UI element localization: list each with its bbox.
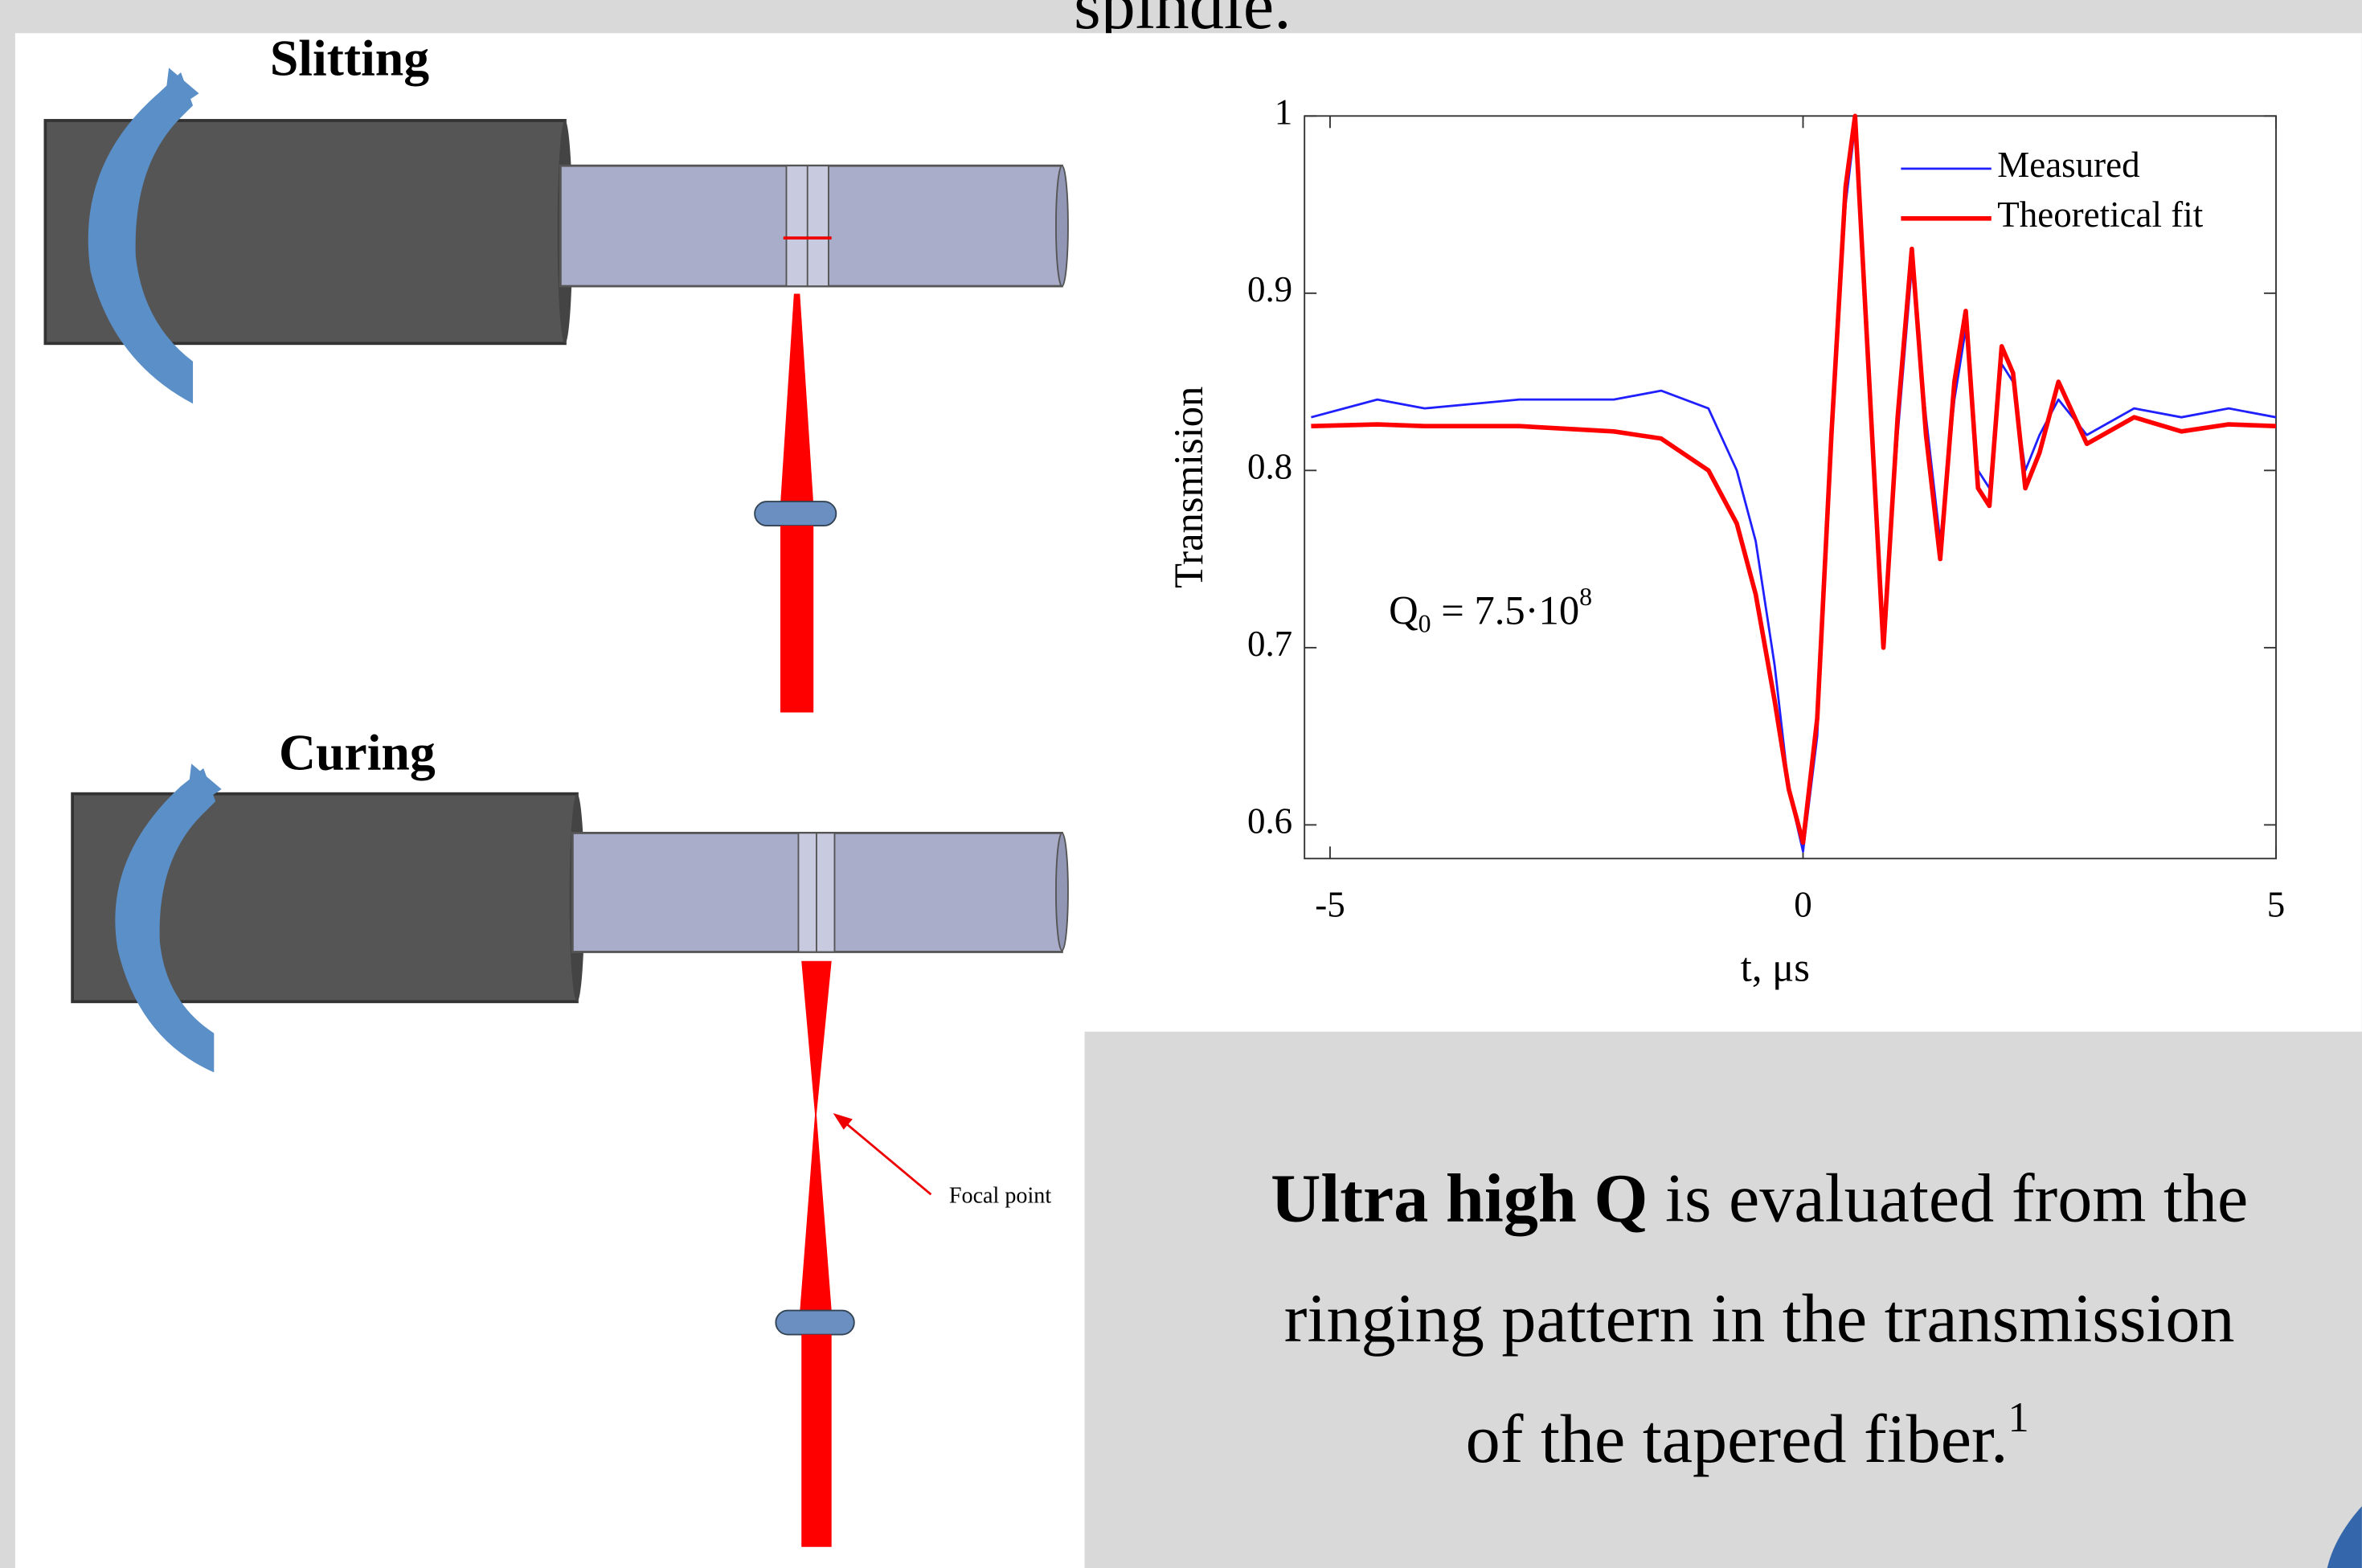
curing-diagram: Focal point Curing xyxy=(71,723,1069,1547)
pointer xyxy=(838,1116,932,1196)
x-axis-label: t, μs xyxy=(1741,944,1810,989)
legend-label: Theoretical fit xyxy=(1997,194,2203,235)
y-axis-label: Transmision xyxy=(1166,387,1211,588)
y-tick-label: 0.8 xyxy=(1247,447,1292,487)
laser-beam xyxy=(780,526,814,713)
legend-label: Measured xyxy=(1997,145,2139,185)
laser-beam xyxy=(780,293,814,505)
caption-line: ringing pattern in the transmission xyxy=(1284,1279,2235,1357)
y-tick-label: 0.7 xyxy=(1247,624,1292,664)
caption-text: is evaluated from the xyxy=(1648,1159,2248,1236)
caption-bold: Ultra high Q xyxy=(1271,1159,1648,1236)
slitting-diagram: Slitting xyxy=(43,29,1069,713)
lens xyxy=(754,501,837,527)
annotation: Q0 = 7.5·108 xyxy=(1389,583,1592,638)
plot-frame xyxy=(1304,115,2277,860)
annotation-sup: 8 xyxy=(1579,583,1592,611)
caption-box xyxy=(1084,1031,2362,1568)
x-tick-label: 5 xyxy=(2267,884,2285,924)
annotation-sub: 0 xyxy=(1418,610,1431,638)
rotation-arrow xyxy=(88,72,194,404)
focal-label: Focal point xyxy=(949,1183,1051,1208)
corner-decoration xyxy=(2327,1506,2362,1568)
diagram-label: Slitting xyxy=(270,29,429,86)
caption-line: Ultra high Q is evaluated from the xyxy=(1271,1159,2248,1236)
chart-panel xyxy=(1084,33,2362,1032)
x-tick-label: -5 xyxy=(1315,884,1345,924)
annotation-base: Q xyxy=(1389,587,1418,633)
arrow-head xyxy=(185,764,222,814)
annotation-text: = 7.5·10 xyxy=(1431,587,1580,633)
y-tick-label: 1 xyxy=(1275,92,1292,133)
caption-sup: 1 xyxy=(2008,1394,2029,1441)
x-tick-label: 0 xyxy=(1794,884,1811,924)
caption-text: of the tapered fiber. xyxy=(1466,1400,2008,1477)
laser-beam xyxy=(800,960,832,1311)
data-line xyxy=(1311,113,2277,845)
pointer-head xyxy=(833,1113,853,1130)
caption-line: of the tapered fiber.1 xyxy=(1466,1394,2029,1477)
rotation-arrow xyxy=(115,768,216,1073)
y-tick-label: 0.6 xyxy=(1247,801,1292,841)
arrow-head xyxy=(162,68,199,118)
laser-beam xyxy=(801,1334,832,1547)
lens xyxy=(775,1309,855,1336)
workpiece-end xyxy=(1055,832,1069,952)
y-tick-label: 0.9 xyxy=(1247,269,1292,309)
workpiece-end xyxy=(1055,165,1069,288)
diagram-label: Curing xyxy=(279,723,436,780)
